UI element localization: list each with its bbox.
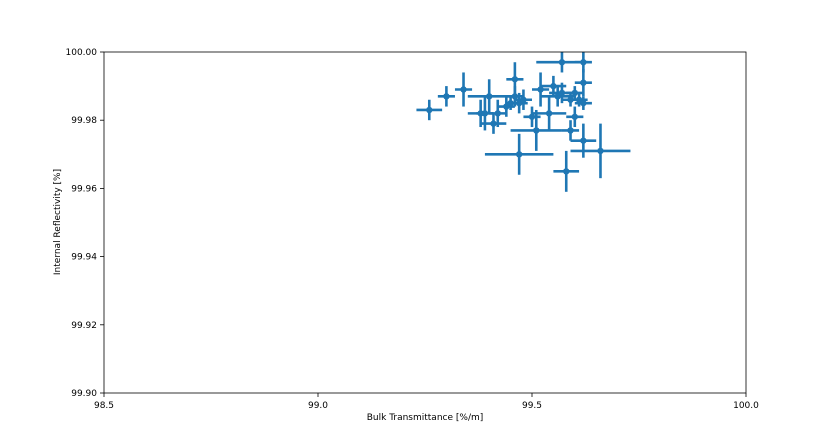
data-point bbox=[580, 99, 587, 107]
data-point bbox=[597, 147, 604, 155]
y-tick-label: 99.92 bbox=[71, 321, 97, 331]
data-point bbox=[575, 96, 583, 103]
data-point bbox=[426, 106, 433, 114]
data-point bbox=[545, 110, 553, 117]
x-axis-label: Bulk Transmittance [%/m] bbox=[367, 413, 484, 423]
data-point bbox=[515, 151, 523, 158]
plot-frame bbox=[103, 51, 747, 394]
data-point bbox=[567, 96, 574, 103]
data-point bbox=[528, 113, 536, 120]
data-point bbox=[503, 103, 510, 110]
y-tick-label: 99.94 bbox=[71, 253, 97, 263]
plot-background bbox=[104, 52, 746, 393]
data-point bbox=[460, 86, 467, 93]
data-point bbox=[494, 110, 501, 117]
data-point bbox=[580, 137, 587, 144]
x-tick-label: 100.0 bbox=[733, 401, 759, 411]
data-point bbox=[537, 86, 544, 93]
y-tick-label: 99.98 bbox=[71, 116, 97, 126]
data-point bbox=[443, 93, 450, 100]
data-point bbox=[571, 113, 578, 120]
data-point bbox=[563, 168, 570, 175]
data-point bbox=[481, 110, 489, 117]
x-tick-label: 99.0 bbox=[308, 401, 328, 411]
data-point bbox=[550, 82, 557, 90]
data-point bbox=[511, 76, 519, 83]
data-point bbox=[558, 59, 566, 66]
x-axis-ticks: 98.5 99.0 99.5 100.0 bbox=[94, 393, 759, 411]
data-point bbox=[515, 99, 523, 107]
x-tick-label: 98.5 bbox=[94, 401, 114, 411]
y-axis-label: Internal Reflectivity [%] bbox=[53, 169, 63, 275]
data-point bbox=[486, 93, 493, 100]
y-axis-ticks: 99.90 99.92 99.94 99.96 99.98 100.00 bbox=[66, 48, 104, 399]
points-group bbox=[426, 59, 604, 175]
data-point bbox=[507, 99, 514, 107]
y-tick-label: 99.96 bbox=[71, 184, 97, 194]
data-point bbox=[554, 93, 561, 100]
data-point bbox=[511, 93, 519, 100]
data-point bbox=[520, 96, 527, 103]
data-point bbox=[558, 89, 566, 97]
data-point bbox=[567, 127, 574, 134]
y-tick-label: 99.90 bbox=[71, 389, 97, 399]
data-point bbox=[571, 89, 578, 97]
data-point bbox=[533, 127, 540, 134]
x-tick-label: 99.5 bbox=[522, 401, 542, 411]
data-point bbox=[580, 79, 587, 86]
data-point bbox=[580, 59, 587, 66]
y-tick-label: 100.00 bbox=[66, 48, 98, 58]
data-point bbox=[490, 120, 497, 127]
